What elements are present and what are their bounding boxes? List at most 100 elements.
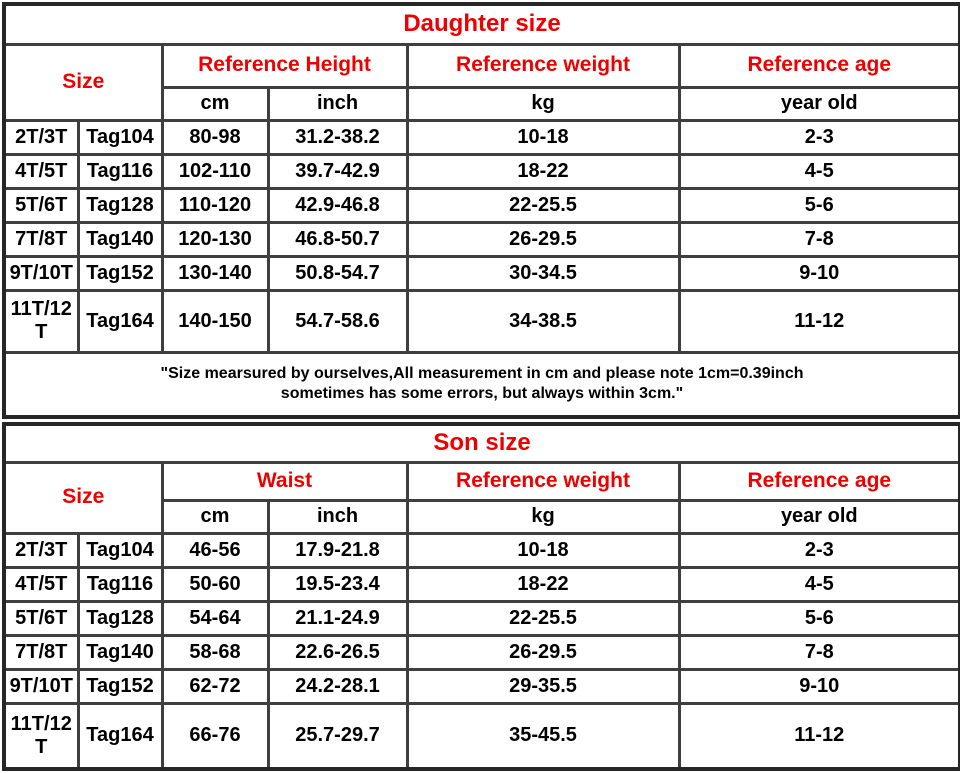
table-row: 4T/5T Tag116 102-110 39.7-42.9 18-22 4-5 xyxy=(2,152,960,190)
cell-height-inch: 42.9-46.8 xyxy=(266,186,409,224)
cell-size: 4T/5T xyxy=(2,565,80,603)
table-row: 5T/6T Tag128 110-120 42.9-46.8 22-25.5 5… xyxy=(2,186,960,224)
column-header-reference-age: Reference age xyxy=(677,42,960,89)
cell-waist-cm: 50-60 xyxy=(160,565,270,603)
measurement-note-line2: sometimes has some errors, but always wi… xyxy=(280,385,684,403)
cell-waist-inch: 21.1-24.9 xyxy=(266,599,409,637)
cell-age: 4-5 xyxy=(677,565,960,603)
column-header-size: Size xyxy=(2,42,164,122)
cell-height-cm: 110-120 xyxy=(160,186,270,224)
cell-tag: Tag104 xyxy=(76,118,164,156)
cell-weight-kg: 29-35.5 xyxy=(405,667,681,705)
cell-waist-inch: 24.2-28.1 xyxy=(266,667,409,705)
column-header-waist: Waist xyxy=(160,460,409,502)
son-table-title: Son size xyxy=(2,422,960,464)
table-row: 7T/8T Tag140 58-68 22.6-26.5 26-29.5 7-8 xyxy=(2,633,960,671)
cell-tag: Tag116 xyxy=(76,565,164,603)
table-row: 11T/12T Tag164 140-150 54.7-58.6 34-38.5… xyxy=(2,288,960,354)
table-row: 2T/3T Tag104 46-56 17.9-21.8 10-18 2-3 xyxy=(2,531,960,569)
cell-height-inch: 54.7-58.6 xyxy=(266,288,409,354)
cell-height-inch: 50.8-54.7 xyxy=(266,254,409,292)
cell-weight-kg: 35-45.5 xyxy=(405,701,681,771)
cell-weight-kg: 18-22 xyxy=(405,152,681,190)
cell-size: 4T/5T xyxy=(2,152,80,190)
column-header-reference-weight: Reference weight xyxy=(405,42,681,89)
cell-waist-cm: 58-68 xyxy=(160,633,270,671)
measurement-note: "Size mearsured by ourselves,All measure… xyxy=(2,350,960,419)
cell-age: 9-10 xyxy=(677,254,960,292)
cell-age: 4-5 xyxy=(677,152,960,190)
cell-weight-kg: 22-25.5 xyxy=(405,599,681,637)
column-header-size: Size xyxy=(2,460,164,535)
cell-height-cm: 80-98 xyxy=(160,118,270,156)
cell-tag: Tag104 xyxy=(76,531,164,569)
cell-waist-inch: 17.9-21.8 xyxy=(266,531,409,569)
column-header-reference-height: Reference Height xyxy=(160,42,409,89)
daughter-size-table: Daughter size Size Reference Height Refe… xyxy=(2,2,960,419)
cell-size: 5T/6T xyxy=(2,186,80,224)
cell-weight-kg: 22-25.5 xyxy=(405,186,681,224)
cell-height-inch: 31.2-38.2 xyxy=(266,118,409,156)
cell-size: 7T/8T xyxy=(2,633,80,671)
table-row: cm inch kg year old xyxy=(4,85,960,122)
cell-waist-cm: 54-64 xyxy=(160,599,270,637)
cell-size: 9T/10T xyxy=(2,667,80,705)
cell-size: 11T/12T xyxy=(2,288,80,354)
cell-age: 2-3 xyxy=(677,118,960,156)
cell-waist-inch: 19.5-23.4 xyxy=(266,565,409,603)
cell-tag: Tag164 xyxy=(76,288,164,354)
cell-age: 5-6 xyxy=(677,186,960,224)
cell-weight-kg: 26-29.5 xyxy=(405,220,681,258)
table-row: 9T/10T Tag152 130-140 50.8-54.7 30-34.5 … xyxy=(2,254,960,292)
cell-age: 2-3 xyxy=(677,531,960,569)
cell-tag: Tag116 xyxy=(76,152,164,190)
measurement-note-line1: "Size mearsured by ourselves,All measure… xyxy=(160,364,804,382)
cell-tag: Tag140 xyxy=(76,633,164,671)
cell-weight-kg: 18-22 xyxy=(405,565,681,603)
cell-tag: Tag164 xyxy=(76,701,164,771)
cell-weight-kg: 30-34.5 xyxy=(405,254,681,292)
cell-weight-kg: 10-18 xyxy=(405,531,681,569)
table-row: "Size mearsured by ourselves,All measure… xyxy=(2,350,960,419)
table-row: Daughter size xyxy=(2,2,960,46)
unit-header-kg: kg xyxy=(405,498,681,535)
daughter-table-title: Daughter size xyxy=(2,2,960,46)
unit-header-cm: cm xyxy=(160,498,270,535)
table-row: cm inch kg year old xyxy=(4,498,960,535)
cell-age: 11-12 xyxy=(677,701,960,771)
cell-waist-cm: 46-56 xyxy=(160,531,270,569)
son-size-table: Son size Size Waist Reference weight Ref… xyxy=(2,422,960,771)
cell-height-cm: 140-150 xyxy=(160,288,270,354)
cell-size: 5T/6T xyxy=(2,599,80,637)
cell-tag: Tag152 xyxy=(76,667,164,705)
cell-height-inch: 39.7-42.9 xyxy=(266,152,409,190)
table-row: 11T/12T Tag164 66-76 25.7-29.7 35-45.5 1… xyxy=(2,701,960,771)
table-row: Son size xyxy=(2,422,960,464)
cell-age: 7-8 xyxy=(677,633,960,671)
cell-age: 7-8 xyxy=(677,220,960,258)
table-row: 7T/8T Tag140 120-130 46.8-50.7 26-29.5 7… xyxy=(2,220,960,258)
cell-tag: Tag152 xyxy=(76,254,164,292)
cell-weight-kg: 26-29.5 xyxy=(405,633,681,671)
cell-tag: Tag128 xyxy=(76,599,164,637)
cell-waist-inch: 25.7-29.7 xyxy=(266,701,409,771)
table-row: 5T/6T Tag128 54-64 21.1-24.9 22-25.5 5-6 xyxy=(2,599,960,637)
unit-header-inch: inch xyxy=(266,85,409,122)
unit-header-inch: inch xyxy=(266,498,409,535)
unit-header-year-old: year old xyxy=(677,85,960,122)
table-row: Size Waist Reference weight Reference ag… xyxy=(2,460,960,535)
unit-header-year-old: year old xyxy=(677,498,960,535)
table-row: 4T/5T Tag116 50-60 19.5-23.4 18-22 4-5 xyxy=(2,565,960,603)
cell-waist-inch: 22.6-26.5 xyxy=(266,633,409,671)
table-row: 9T/10T Tag152 62-72 24.2-28.1 29-35.5 9-… xyxy=(2,667,960,705)
cell-size: 2T/3T xyxy=(2,531,80,569)
cell-height-cm: 120-130 xyxy=(160,220,270,258)
table-row: 2T/3T Tag104 80-98 31.2-38.2 10-18 2-3 xyxy=(2,118,960,156)
cell-size: 11T/12T xyxy=(2,701,80,771)
cell-waist-cm: 66-76 xyxy=(160,701,270,771)
unit-header-kg: kg xyxy=(405,85,681,122)
cell-size: 9T/10T xyxy=(2,254,80,292)
cell-height-cm: 102-110 xyxy=(160,152,270,190)
column-header-reference-weight: Reference weight xyxy=(405,460,681,502)
